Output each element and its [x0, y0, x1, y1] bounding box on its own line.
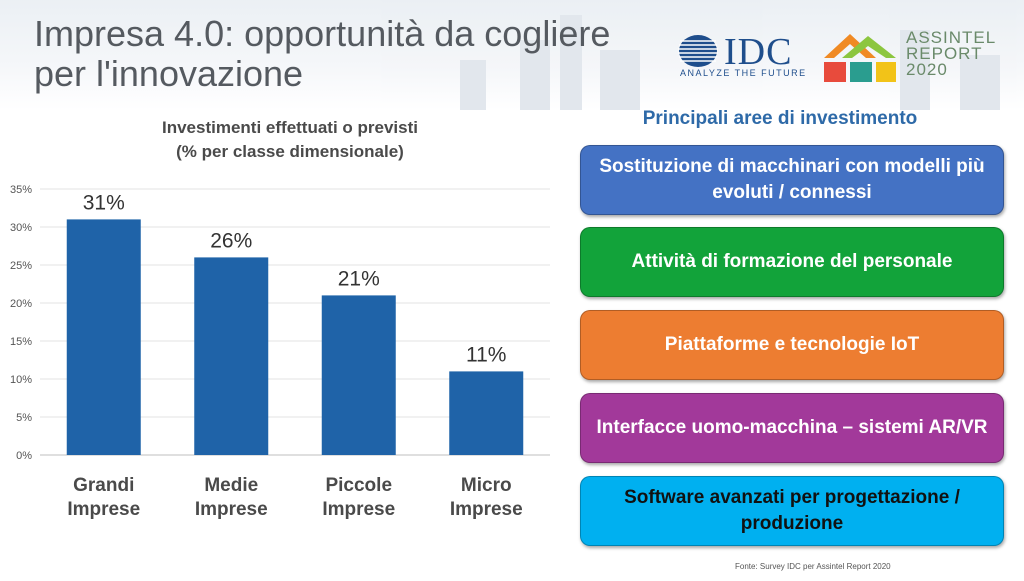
x-tick-label: Micro [461, 475, 512, 496]
assintel-line3: 2020 [906, 60, 948, 79]
bar [449, 371, 524, 455]
x-tick-label: Imprese [195, 499, 268, 520]
area-box: Piattaforme e tecnologie IoT [580, 310, 1004, 380]
slide-title: Impresa 4.0: opportunità da cogliere per… [34, 13, 611, 94]
area-box: Interfacce uomo-macchina – sistemi AR/VR [580, 393, 1004, 463]
bar [194, 257, 269, 455]
chart-title-line1: Investimenti effettuati o previsti [162, 118, 418, 137]
y-tick-label: 5% [16, 412, 32, 424]
y-tick-label: 25% [10, 260, 32, 272]
x-tick-label: Imprese [67, 499, 140, 520]
area-box: Software avanzati per progettazione / pr… [580, 476, 1004, 546]
idc-tagline: ANALYZE THE FUTURE [680, 68, 807, 78]
idc-logo: IDC ANALYZE THE FUTURE [678, 30, 808, 80]
bar [321, 295, 396, 455]
y-tick-label: 20% [10, 298, 32, 310]
area-box: Attività di formazione del personale [580, 227, 1004, 297]
y-tick-label: 15% [10, 336, 32, 348]
bg-building [560, 15, 582, 110]
chart-title: Investimenti effettuati o previsti (% pe… [120, 116, 460, 164]
globe-icon [678, 35, 718, 67]
areas-title: Principali aree di investimento [642, 108, 918, 129]
assintel-logo: ASSINTEL REPORT 2020 [820, 28, 1010, 88]
data-label: 11% [466, 343, 506, 366]
x-tick-label: Imprese [450, 499, 523, 520]
x-tick-label: Grandi [73, 475, 134, 496]
y-tick-label: 10% [10, 374, 32, 386]
y-tick-label: 30% [10, 222, 32, 234]
area-label: Interfacce uomo-macchina – sistemi AR/VR [596, 417, 988, 438]
x-tick-label: Piccole [325, 475, 392, 496]
idc-wordmark: IDC [724, 31, 793, 73]
assintel-wordmark: ASSINTEL REPORT 2020 [906, 28, 997, 79]
area-label: Sostituzione di macchinari con modelli p… [599, 156, 985, 203]
house-icon [824, 34, 896, 82]
chart-title-line2: (% per classe dimensionale) [176, 142, 404, 161]
data-label: 31% [83, 191, 125, 214]
assintel-line1: ASSINTEL [906, 28, 997, 47]
area-label: Software avanzati per progettazione / pr… [624, 487, 960, 534]
bar-chart: 0% 5% 10% 15% 20% 25% 30% 35% 31% Grandi Imprese 26… [10, 184, 550, 520]
bg-building [600, 50, 640, 110]
area-box: Sostituzione di macchinari con modelli p… [580, 145, 1004, 215]
bg-building [900, 30, 930, 110]
bg-building [460, 60, 486, 110]
source-footnote: Fonte: Survey IDC per Assintel Report 20… [735, 562, 891, 571]
area-label: Attività di formazione del personale [631, 251, 953, 272]
bar [66, 219, 141, 455]
y-tick-label: 35% [10, 184, 32, 196]
bg-building [960, 55, 1000, 110]
assintel-line2: REPORT [906, 44, 983, 63]
data-label: 26% [210, 229, 252, 252]
y-tick-label: 0% [16, 450, 32, 462]
area-label: Piattaforme e tecnologie IoT [664, 334, 920, 355]
x-tick-label: Imprese [322, 499, 395, 520]
data-label: 21% [338, 267, 380, 290]
x-tick-label: Medie [204, 475, 258, 496]
bg-building [520, 40, 550, 110]
